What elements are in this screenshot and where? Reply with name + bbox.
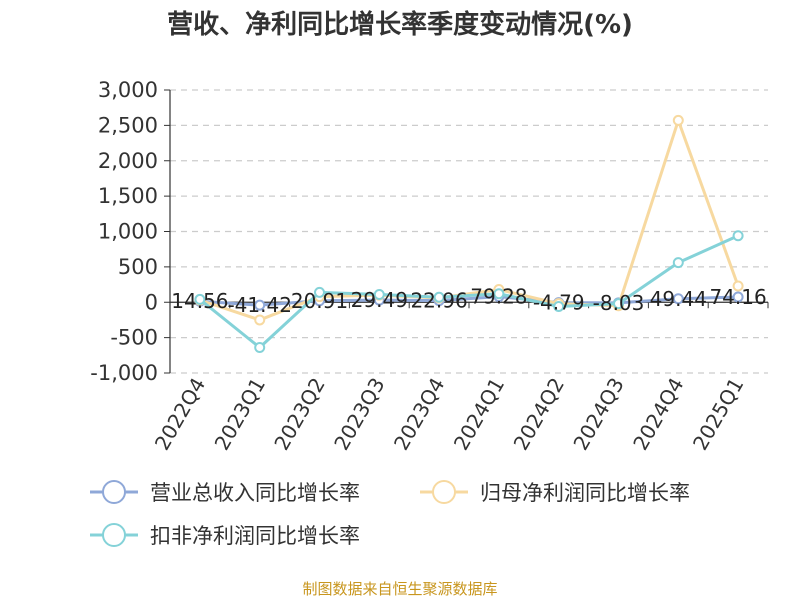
x-tick-label: 2024Q2 bbox=[509, 374, 569, 455]
x-tick-label: 2023Q1 bbox=[210, 374, 270, 455]
x-tick-label: 2023Q3 bbox=[329, 374, 389, 455]
data-label: 74.16 bbox=[709, 285, 766, 309]
legend-swatch-marker bbox=[432, 480, 456, 504]
series-point bbox=[553, 300, 565, 312]
series-point bbox=[314, 286, 325, 298]
series bbox=[194, 114, 744, 354]
series-line bbox=[199, 118, 740, 322]
y-tick-label: 0 bbox=[145, 290, 158, 314]
series-point bbox=[732, 230, 744, 242]
x-tick-label: 2024Q3 bbox=[568, 374, 628, 455]
y-tick-label: 1,000 bbox=[98, 220, 158, 244]
series-point bbox=[433, 291, 445, 303]
data-label: -41.42 bbox=[227, 293, 291, 317]
data-label: 29.49 bbox=[351, 288, 408, 312]
data-label: 79.28 bbox=[470, 285, 527, 309]
data-label: 14.56 bbox=[171, 289, 228, 313]
series-point bbox=[732, 291, 744, 303]
x-tick-label: 2025Q1 bbox=[688, 374, 748, 455]
legend-item[interactable]: 营业总收入同比增长率 bbox=[90, 480, 360, 505]
y-tick-label: 2,000 bbox=[98, 149, 158, 173]
series-point bbox=[732, 280, 744, 292]
data-label: -8.03 bbox=[593, 291, 645, 315]
data-label: -4.79 bbox=[533, 291, 585, 315]
series-point bbox=[672, 114, 684, 126]
y-tick-label: 1,500 bbox=[98, 184, 158, 208]
source-text: 制图数据来自恒生聚源数据库 bbox=[302, 580, 497, 598]
series-point bbox=[672, 293, 684, 305]
y-tick-label: 500 bbox=[118, 255, 158, 279]
series-point bbox=[493, 288, 505, 300]
x-tick-label: 2023Q4 bbox=[389, 373, 449, 454]
series-point bbox=[672, 257, 684, 269]
series-point bbox=[373, 288, 385, 300]
x-tick-label: 2024Q4 bbox=[628, 374, 688, 455]
y-tick-label: 3,000 bbox=[98, 78, 158, 102]
chart-title: 营收、净利同比增长率季度变动情况(%) bbox=[167, 9, 633, 40]
data-label: 49.44 bbox=[650, 287, 707, 311]
series-point bbox=[613, 298, 624, 310]
data-label: 22.96 bbox=[410, 289, 467, 313]
grid bbox=[170, 89, 768, 374]
series-point bbox=[254, 299, 266, 311]
series-line bbox=[198, 234, 739, 350]
series-line bbox=[199, 295, 739, 307]
legend-item[interactable]: 归母净利润同比增长率 bbox=[420, 480, 690, 505]
legend-item[interactable]: 扣非净利润同比增长率 bbox=[90, 523, 360, 548]
series-point bbox=[194, 293, 206, 305]
series-point bbox=[254, 314, 266, 326]
x-tick-label: 2023Q2 bbox=[269, 374, 329, 455]
data-label: 20.91 bbox=[291, 289, 348, 313]
y-tick-label: -1,000 bbox=[90, 361, 158, 385]
series-point bbox=[254, 342, 266, 354]
x-tick-label: 2022Q4 bbox=[150, 374, 210, 455]
legend-label: 营业总收入同比增长率 bbox=[150, 481, 360, 505]
x-tick-label: 2024Q1 bbox=[449, 374, 509, 455]
y-tick-label: 2,500 bbox=[98, 113, 158, 137]
legend-label: 扣非净利润同比增长率 bbox=[150, 524, 360, 548]
y-tick-label: -500 bbox=[110, 326, 158, 350]
axes: -1,000 -500 0 500 1,000 1,500 2,000 2,500 3,000 2… bbox=[90, 78, 769, 455]
legend-label: 归母净利润同比增长率 bbox=[480, 481, 690, 505]
legend-swatch-marker bbox=[102, 480, 126, 504]
legend-swatch-marker bbox=[102, 523, 126, 547]
